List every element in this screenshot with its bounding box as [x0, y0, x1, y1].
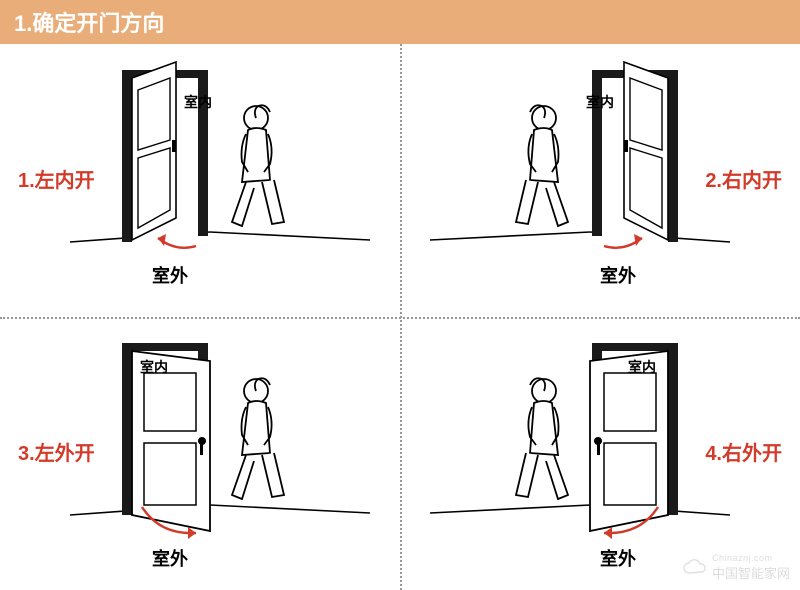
inside-label: 室内 [586, 92, 614, 112]
watermark: Chinaznj.com 中国智能家网 [682, 553, 790, 582]
diagram-grid: 1.左内开 室内 室外 [0, 44, 800, 590]
inside-label: 室内 [140, 357, 168, 377]
inside-label: 室内 [628, 357, 656, 377]
panel-label: 1.左内开 [18, 164, 95, 193]
outside-label: 室外 [600, 545, 636, 571]
panel-label: 4.右外开 [705, 437, 782, 466]
panel-label: 2.右内开 [705, 164, 782, 193]
header-title: 1.确定开门方向 [14, 6, 164, 38]
watermark-sub: Chinaznj.com [712, 553, 790, 563]
watermark-text: 中国智能家网 [712, 563, 790, 582]
panel-left-out: 3.左外开 室内 室外 [0, 317, 400, 590]
panel-right-out: 4.右外开 室内 室外 [400, 317, 800, 590]
inside-label: 室内 [184, 92, 212, 112]
panel-right-in: 2.右内开 室内 室外 [400, 44, 800, 317]
panel-label: 3.左外开 [18, 437, 95, 466]
cloud-icon [682, 559, 708, 577]
panel-left-in: 1.左内开 室内 室外 [0, 44, 400, 317]
outside-label: 室外 [600, 262, 636, 288]
header-bar: 1.确定开门方向 [0, 0, 800, 44]
outside-label: 室外 [152, 545, 188, 571]
outside-label: 室外 [152, 262, 188, 288]
